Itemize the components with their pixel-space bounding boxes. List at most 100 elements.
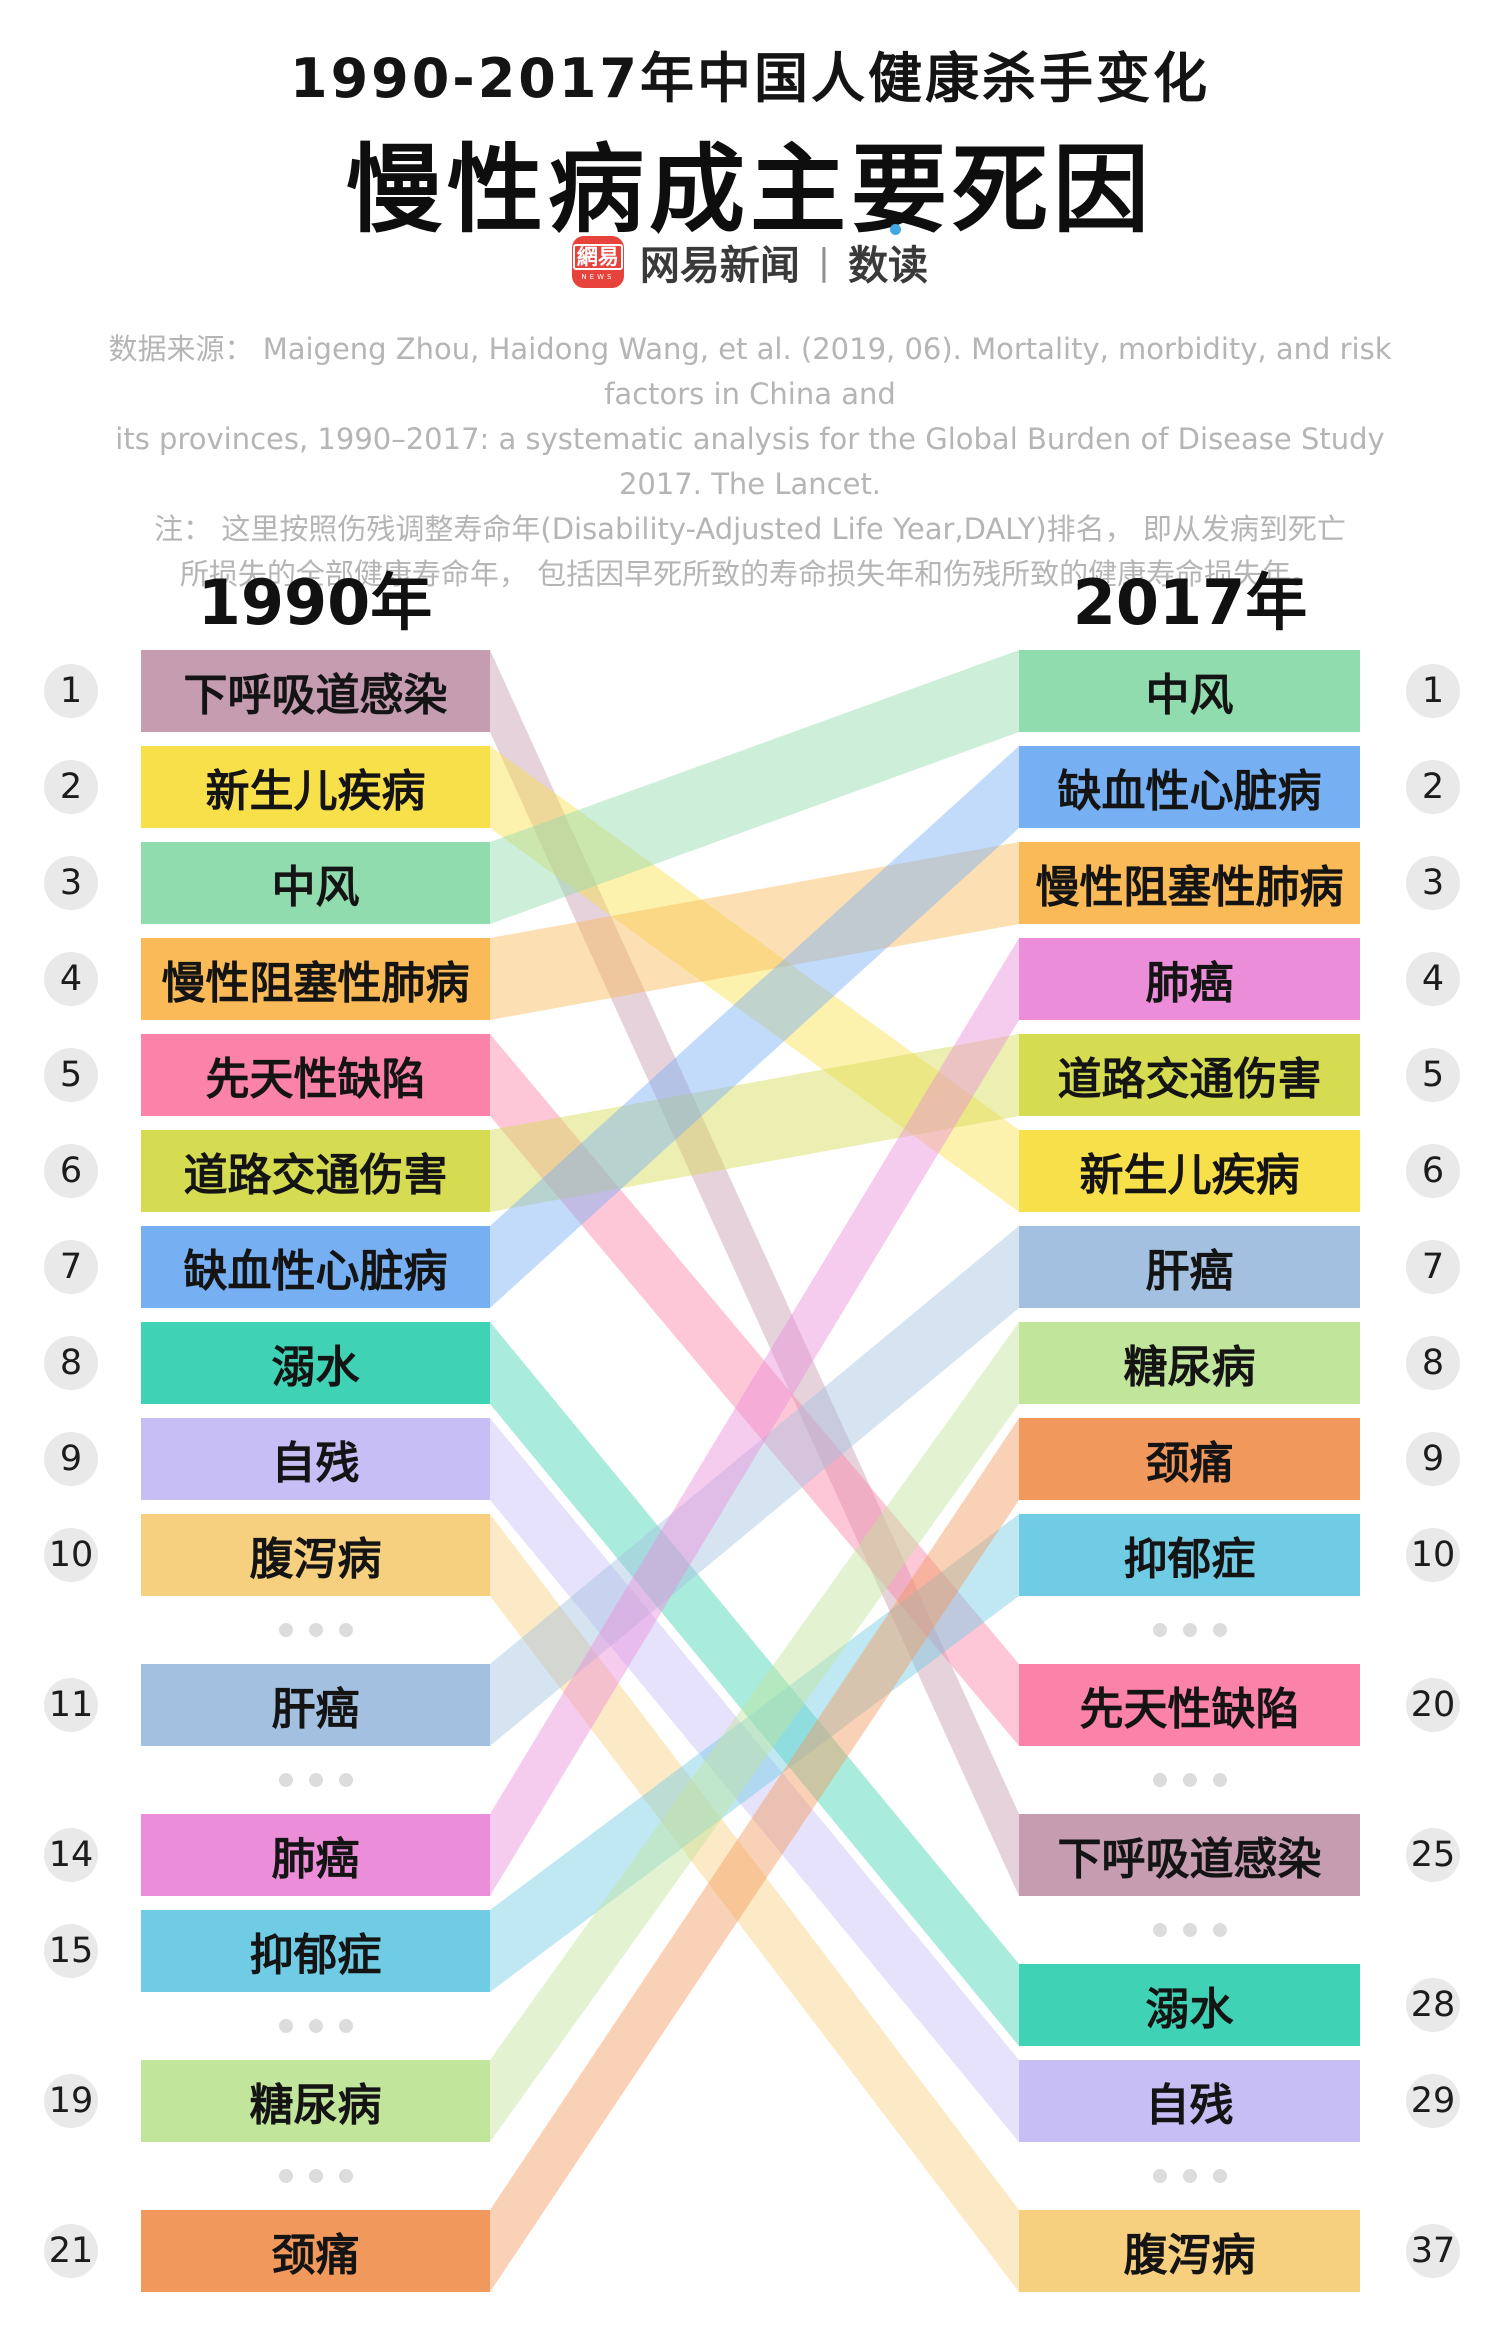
rank-bar-left-6: 道路交通伤害 <box>141 1130 490 1212</box>
rank-bar-left-5: 先天性缺陷 <box>141 1034 490 1116</box>
rank-bar-left-11: 肝癌 <box>141 1664 490 1746</box>
data-source-note: 数据来源： Maigeng Zhou, Haidong Wang, et al.… <box>80 327 1420 597</box>
ellipsis-dots-left <box>278 2019 353 2033</box>
rank-badge-left-14: 14 <box>44 1828 98 1882</box>
flow-band-11-to-7 <box>490 1226 1019 1746</box>
rank-badge-right-20: 20 <box>1406 1678 1460 1732</box>
netease-icon-text: 網易 <box>572 243 623 270</box>
source-line: 所损失的全部健康寿命年， 包括因早死所致的寿命损失年和伤残所致的健康寿命损失年。 <box>179 557 1321 591</box>
rank-badge-left-5: 5 <box>44 1048 98 1102</box>
flow-band-5-to-20 <box>490 1034 1019 1746</box>
flow-band-10-to-37 <box>490 1514 1019 2292</box>
rank-badge-left-4: 4 <box>44 952 98 1006</box>
rank-bar-left-7: 缺血性心脏病 <box>141 1226 490 1308</box>
rank-bar-right-25: 下呼吸道感染 <box>1019 1814 1360 1896</box>
dot-icon <box>1182 1773 1197 1787</box>
netease-icon-subtext: NEWS <box>581 272 615 281</box>
rank-badge-left-10: 10 <box>44 1528 98 1582</box>
dot-icon <box>338 2169 353 2183</box>
flow-band-3-to-1 <box>490 650 1019 924</box>
dot-icon <box>1182 1623 1197 1637</box>
dot-icon <box>1212 1923 1227 1937</box>
rank-badge-left-1: 1 <box>44 664 98 718</box>
ellipsis-dots-right <box>1152 1773 1227 1787</box>
rank-bar-right-9: 颈痛 <box>1019 1418 1360 1500</box>
source-line: 数据来源： Maigeng Zhou, Haidong Wang, et al.… <box>108 332 1392 411</box>
rank-badge-left-9: 9 <box>44 1432 98 1486</box>
netease-app-icon: 網易 NEWS <box>571 236 624 288</box>
dot-icon <box>1152 1773 1167 1787</box>
rank-bar-left-21: 颈痛 <box>141 2210 490 2292</box>
dot-icon <box>278 2019 293 2033</box>
rank-badge-right-8: 8 <box>1406 1336 1460 1390</box>
dot-icon <box>1182 1923 1197 1937</box>
dot-icon <box>338 1623 353 1637</box>
dot-icon <box>1182 2169 1197 2183</box>
dot-icon <box>1212 2169 1227 2183</box>
rank-bar-right-8: 糖尿病 <box>1019 1322 1360 1404</box>
rank-badge-right-7: 7 <box>1406 1240 1460 1294</box>
flow-band-1-to-25 <box>490 650 1019 1896</box>
ellipsis-dots-left <box>278 1773 353 1787</box>
rank-badge-right-1: 1 <box>1406 664 1460 718</box>
rank-bar-right-5: 道路交通伤害 <box>1019 1034 1360 1116</box>
rank-bar-right-37: 腹泻病 <box>1019 2210 1360 2292</box>
flow-band-19-to-8 <box>490 1322 1019 2142</box>
rank-badge-right-9: 9 <box>1406 1432 1460 1486</box>
rank-bar-left-14: 肺癌 <box>141 1814 490 1896</box>
ellipsis-dots-right <box>1152 2169 1227 2183</box>
dot-icon <box>278 1773 293 1787</box>
publisher-logo: 網易 NEWS 网易新闻 | 数读 <box>0 224 1500 291</box>
rank-badge-right-6: 6 <box>1406 1144 1460 1198</box>
dot-icon <box>1212 1623 1227 1637</box>
rank-bar-left-19: 糖尿病 <box>141 2060 490 2142</box>
rank-badge-left-21: 21 <box>44 2224 98 2278</box>
page-subtitle: 1990-2017年中国人健康杀手变化 <box>290 47 1210 110</box>
blue-dot-icon <box>889 224 901 235</box>
dot-icon <box>308 2169 323 2183</box>
dot-icon <box>1212 1773 1227 1787</box>
source-line: 注： 这里按照伤残调整寿命年(Disability-Adjusted Life … <box>154 512 1346 546</box>
dot-icon <box>338 2019 353 2033</box>
flow-band-9-to-29 <box>490 1418 1019 2142</box>
dot-icon <box>1152 1623 1167 1637</box>
flow-band-8-to-28 <box>490 1322 1019 2046</box>
rank-bar-left-3: 中风 <box>141 842 490 924</box>
rank-badge-right-28: 28 <box>1406 1978 1460 2032</box>
ellipsis-dots-left <box>278 2169 353 2183</box>
rank-bar-right-20: 先天性缺陷 <box>1019 1664 1360 1746</box>
flow-band-15-to-10 <box>490 1514 1019 1992</box>
dot-icon <box>278 2169 293 2183</box>
rank-bar-right-28: 溺水 <box>1019 1964 1360 2046</box>
rank-badge-left-15: 15 <box>44 1924 98 1978</box>
rank-badge-right-5: 5 <box>1406 1048 1460 1102</box>
column-header-2017: 2017年 <box>1072 566 1308 639</box>
rank-bar-right-29: 自残 <box>1019 2060 1360 2142</box>
rank-badge-right-2: 2 <box>1406 760 1460 814</box>
brand-name: 网易新闻 <box>639 243 800 289</box>
dot-icon <box>278 1623 293 1637</box>
dot-icon <box>308 1623 323 1637</box>
rank-bar-left-2: 新生儿疾病 <box>141 746 490 828</box>
rank-badge-right-29: 29 <box>1406 2074 1460 2128</box>
rank-bar-right-10: 抑郁症 <box>1019 1514 1360 1596</box>
rank-badge-right-10: 10 <box>1406 1528 1460 1582</box>
rank-bar-right-2: 缺血性心脏病 <box>1019 746 1360 828</box>
rank-badge-left-2: 2 <box>44 760 98 814</box>
dot-icon <box>1152 2169 1167 2183</box>
rank-bar-right-6: 新生儿疾病 <box>1019 1130 1360 1212</box>
rank-bar-left-8: 溺水 <box>141 1322 490 1404</box>
dot-icon <box>338 1773 353 1787</box>
source-line: its provinces, 1990–2017: a systematic a… <box>115 422 1385 501</box>
ellipsis-dots-right <box>1152 1923 1227 1937</box>
rank-badge-left-6: 6 <box>44 1144 98 1198</box>
rank-bar-right-7: 肝癌 <box>1019 1226 1360 1308</box>
column-header-1990: 1990年 <box>197 566 433 639</box>
flow-band-2-to-6 <box>490 746 1019 1212</box>
logo-divider: | <box>817 241 831 283</box>
section-logo: 数读 <box>848 224 928 291</box>
dot-icon <box>308 1773 323 1787</box>
rank-bar-right-1: 中风 <box>1019 650 1360 732</box>
rank-badge-right-3: 3 <box>1406 856 1460 910</box>
